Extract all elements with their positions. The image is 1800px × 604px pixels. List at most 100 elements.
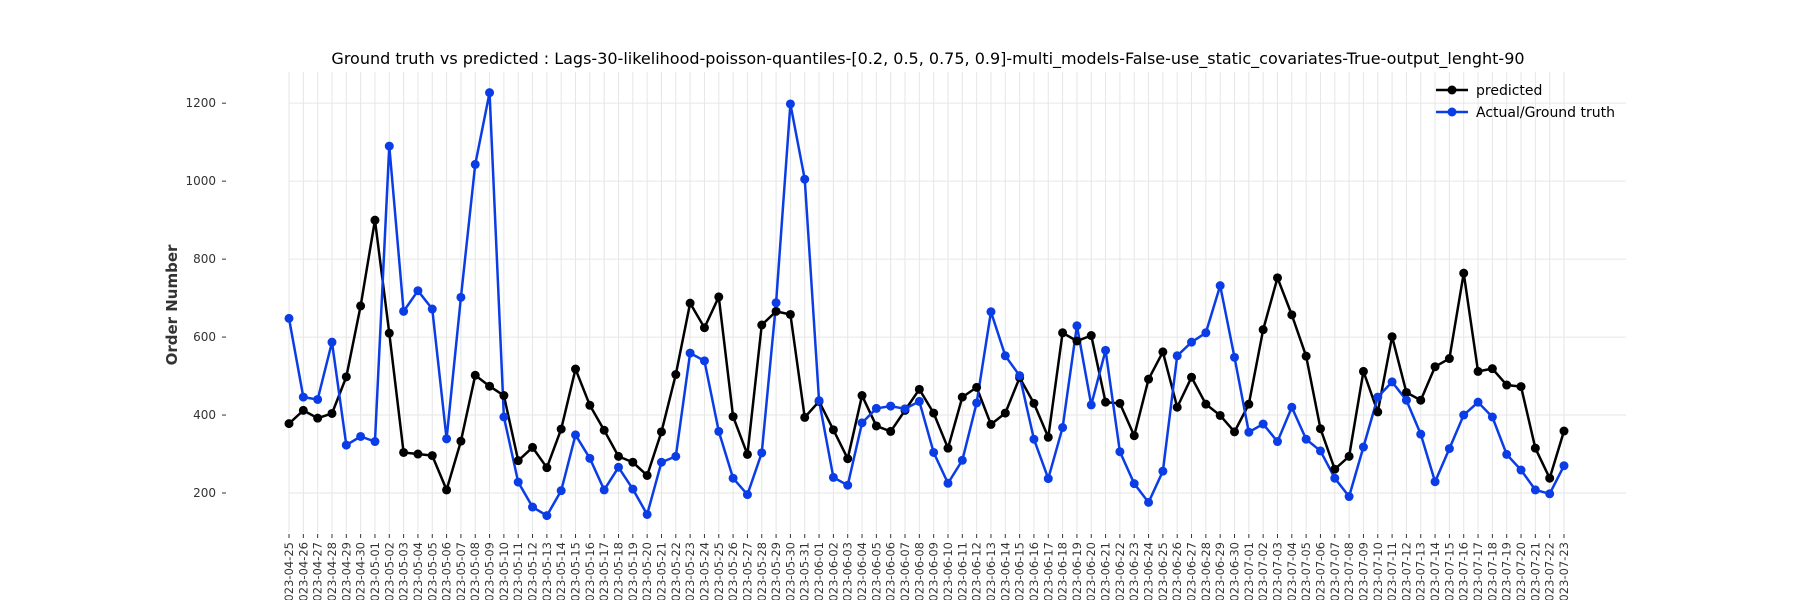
data-point-predicted — [1230, 427, 1240, 437]
x-tick-label: 023-06-14 — [998, 542, 1012, 600]
data-point-ground-truth — [957, 455, 967, 465]
x-tick-label: 023-06-22 — [1113, 542, 1127, 600]
data-point-predicted — [699, 323, 709, 333]
x-tick-label: 023-06-05 — [869, 542, 883, 600]
data-point-ground-truth — [427, 304, 437, 314]
data-point-predicted — [728, 412, 738, 422]
x-tick-label: 023-05-20 — [640, 542, 654, 600]
data-point-ground-truth — [1344, 492, 1354, 502]
data-point-predicted — [972, 382, 982, 392]
data-point-ground-truth — [1129, 479, 1139, 489]
data-point-predicted — [585, 400, 595, 410]
data-point-predicted — [785, 309, 795, 319]
x-tick-label: 023-06-03 — [841, 542, 855, 600]
data-point-predicted — [356, 301, 366, 311]
x-tick-label: 023-05-02 — [382, 542, 396, 600]
legend: predicted Actual/Ground truth — [1436, 83, 1615, 121]
data-point-predicted — [1172, 402, 1182, 412]
data-point-ground-truth — [1315, 446, 1325, 456]
data-point-predicted — [685, 298, 695, 308]
data-point-ground-truth — [1387, 377, 1397, 387]
data-point-ground-truth — [399, 306, 409, 316]
x-tick-label: 023-07-15 — [1442, 542, 1456, 600]
data-point-ground-truth — [757, 448, 767, 458]
data-point-predicted — [1201, 399, 1211, 409]
data-point-ground-truth — [384, 141, 394, 151]
data-point-ground-truth — [685, 348, 695, 358]
y-tick-label: 200 — [193, 486, 216, 500]
data-point-ground-truth — [972, 398, 982, 408]
x-tick-label: 023-04-25 — [282, 542, 296, 600]
x-tick-label: 023-07-14 — [1428, 542, 1442, 600]
data-point-ground-truth — [284, 313, 294, 323]
x-tick-label: 023-06-24 — [1142, 542, 1156, 600]
series-line-predicted — [288, 218, 1566, 492]
data-point-predicted — [714, 292, 724, 302]
x-tick-label: 023-05-06 — [440, 542, 454, 600]
data-point-predicted — [857, 391, 867, 401]
x-tick-label: 023-06-12 — [970, 542, 984, 600]
x-tick-label: 023-04-29 — [339, 542, 353, 600]
x-tick-label: 023-07-03 — [1270, 542, 1284, 600]
data-point-ground-truth — [1187, 337, 1197, 347]
data-point-predicted — [957, 392, 967, 402]
x-tick-label: 023-05-14 — [554, 542, 568, 600]
x-tick-label: 023-06-04 — [855, 542, 869, 600]
y-tick-label: 1200 — [185, 96, 216, 110]
data-point-predicted — [1144, 374, 1154, 384]
data-point-predicted — [1115, 398, 1125, 408]
data-point-ground-truth — [1502, 449, 1512, 459]
x-tick-label: 023-05-08 — [468, 542, 482, 600]
data-point-predicted — [613, 451, 623, 461]
data-point-predicted — [1215, 410, 1225, 420]
data-point-predicted — [313, 413, 323, 423]
data-point-predicted — [1459, 268, 1469, 278]
x-tick-label: 023-05-16 — [583, 542, 597, 600]
x-tick-label: 023-07-05 — [1299, 542, 1313, 600]
x-tick-label: 023-06-06 — [884, 542, 898, 600]
data-point-ground-truth — [986, 307, 996, 317]
data-point-ground-truth — [1330, 473, 1340, 483]
data-point-predicted — [1072, 336, 1082, 346]
x-tick-label: 023-05-22 — [669, 542, 683, 600]
x-tick-label: 023-07-06 — [1313, 542, 1327, 600]
data-point-predicted — [599, 425, 609, 435]
data-point-ground-truth — [442, 434, 452, 444]
x-tick-label: 023-07-17 — [1471, 542, 1485, 600]
x-tick-label: 023-06-30 — [1228, 542, 1242, 600]
chart-title: Ground truth vs predicted : Lags-30-like… — [331, 49, 1524, 69]
data-point-ground-truth — [313, 394, 323, 404]
y-tick-label: 400 — [193, 408, 216, 422]
x-tick-label: 023-05-12 — [526, 542, 540, 600]
x-axis: 023-04-25 023-04-26 023-04-27 023-04-28 023-… — [282, 534, 1571, 602]
x-tick-label: 023-06-20 — [1084, 542, 1098, 600]
data-point-predicted — [1258, 325, 1268, 335]
x-tick-label: 023-07-07 — [1328, 542, 1342, 600]
x-tick-label: 023-05-04 — [411, 542, 425, 600]
data-point-ground-truth — [699, 356, 709, 366]
data-point-predicted — [1029, 398, 1039, 408]
x-tick-label: 023-05-29 — [769, 542, 783, 600]
x-tick-label: 023-06-13 — [984, 542, 998, 600]
data-point-predicted — [1129, 431, 1139, 441]
data-point-ground-truth — [1086, 400, 1096, 410]
x-tick-label: 023-05-13 — [540, 542, 554, 600]
x-tick-label: 023-07-11 — [1385, 542, 1399, 600]
data-point-predicted — [656, 427, 666, 437]
x-tick-label: 023-07-23 — [1557, 542, 1571, 600]
data-point-ground-truth — [470, 159, 480, 169]
x-tick-label: 023-06-26 — [1170, 542, 1184, 600]
data-point-ground-truth — [1058, 423, 1068, 433]
data-point-predicted — [642, 470, 652, 480]
x-tick-label: 023-05-11 — [511, 542, 525, 600]
x-tick-label: 023-06-11 — [955, 542, 969, 600]
data-point-ground-truth — [370, 437, 380, 447]
x-tick-label: 023-06-15 — [1013, 542, 1027, 600]
x-tick-label: 023-04-27 — [311, 542, 325, 600]
data-point-ground-truth — [857, 418, 867, 428]
data-point-ground-truth — [1459, 410, 1469, 420]
data-point-predicted — [886, 426, 896, 436]
data-point-ground-truth — [485, 88, 495, 98]
data-point-ground-truth — [1158, 466, 1168, 476]
